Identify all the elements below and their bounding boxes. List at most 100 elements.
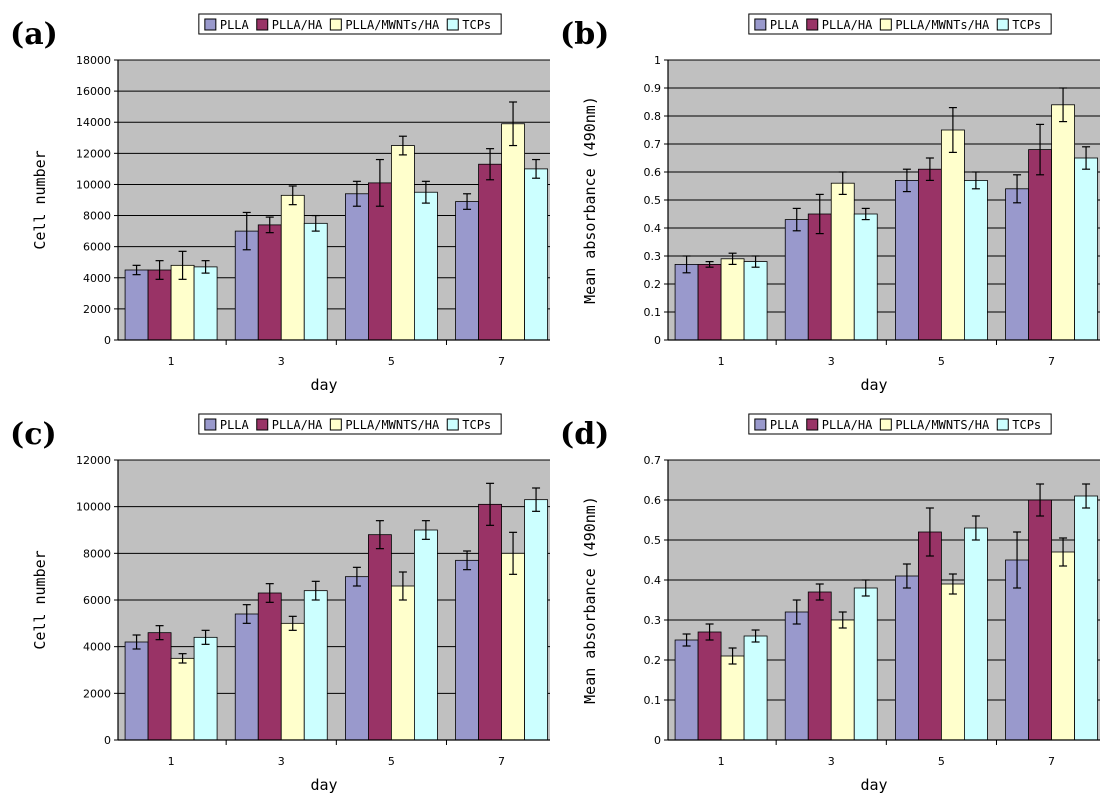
chart-svg: (b) PLLA PLLA/HA PLLA/MWNTs/HA TCPs 0 0.1 0.2 0.…: [560, 13, 1100, 394]
bar-tcps-day-7: [1074, 157, 1098, 341]
bar-plla-day-1: [674, 639, 699, 741]
error-bar-tcps-day-3: [311, 214, 320, 232]
y-tick-label: 0.4: [644, 574, 662, 587]
legend-label: PLLA: [220, 18, 250, 32]
legend-swatch: [256, 418, 269, 431]
bar-plla-ha-day-7: [478, 163, 502, 341]
legend: PLLA PLLA/HA PLLA/MWNTS/HA TCPs: [198, 413, 502, 435]
legend-swatch: [996, 418, 1009, 431]
legend-box: [748, 13, 1052, 35]
bar-tcps-day-5: [963, 179, 988, 341]
bar-plla-day-3: [784, 219, 809, 341]
error-bar-plla-ha-day-3: [815, 193, 824, 235]
error-bar-tcps-day-1: [201, 260, 210, 274]
panel-label: (a): [10, 17, 58, 52]
bar-plla-ha-day-3: [257, 224, 282, 341]
legend-box: [748, 413, 1052, 435]
error-bar-plla-mwnts-ha-day-7: [509, 531, 518, 575]
bar-tcps-day-5: [963, 527, 988, 741]
x-tick-label: 5: [388, 755, 395, 768]
error-bar-plla-mwnts-ha-day-3: [288, 185, 297, 206]
bar-plla-mwnts-ha-day-7: [501, 552, 525, 741]
error-bar-plla-mwnts-ha-day-1: [178, 250, 187, 280]
bar-plla-day-3: [784, 611, 809, 741]
error-bar-plla-mwnts-ha-day-1: [728, 647, 737, 665]
legend-swatch: [806, 418, 819, 431]
x-tick-label: 1: [168, 355, 175, 368]
x-axis-title: day: [310, 376, 337, 394]
error-bar-plla-mwnts-ha-day-1: [728, 252, 737, 265]
legend-label: PLLA/MWNTS/HA: [345, 418, 440, 432]
bar-plla-day-5: [344, 193, 369, 341]
panel-label: (c): [10, 417, 57, 452]
bar-tcps-day-1: [743, 261, 768, 341]
y-tick-label: 0.2: [644, 278, 662, 291]
y-tick-label: 0.1: [644, 306, 662, 319]
bar-plla-ha-day-3: [257, 592, 282, 741]
y-tick-label: 0.6: [644, 166, 662, 179]
legend-label: PLLA: [220, 418, 250, 432]
legend-item-tcps: TCPs: [446, 18, 491, 32]
legend-swatch: [806, 18, 819, 31]
legend-label: TCPs: [1012, 18, 1041, 32]
error-bar-plla-ha-day-1: [705, 623, 714, 641]
x-tick-label: 7: [498, 755, 505, 768]
error-bar-tcps-day-7: [1082, 483, 1091, 509]
error-bar-tcps-day-3: [861, 579, 870, 597]
y-tick-label: 0.5: [644, 534, 662, 547]
y-tick-label: 2000: [83, 687, 111, 700]
x-axis-title: day: [310, 776, 337, 794]
y-tick-label: 0.8: [644, 110, 662, 123]
legend-item-plla-mwnts-ha: PLLA/MWNTs/HA: [329, 18, 440, 32]
y-axis: 0 0.1 0.2 0.3 0.4 0.5 0.6 0.7 0.8 0.9 1: [644, 54, 668, 347]
error-bar-plla-mwnts-ha-day-3: [838, 171, 847, 195]
error-bar-plla-ha-day-7: [1036, 483, 1045, 517]
bar-plla-ha-day-1: [147, 632, 172, 741]
error-bar-plla-ha-day-5: [925, 507, 934, 557]
bar-plla-ha-day-5: [917, 168, 942, 341]
bar-plla-mwnts-ha-day-3: [280, 194, 305, 341]
bars: [124, 499, 548, 741]
error-bars: [132, 101, 541, 280]
legend-item-tcps: TCPs: [996, 418, 1041, 432]
bar-plla-mwnts-ha-day-5: [940, 583, 965, 741]
y-tick-label: 6000: [83, 241, 111, 254]
legend-item-plla-ha: PLLA/HA: [806, 418, 873, 432]
legend-label: TCPs: [462, 418, 491, 432]
y-tick-label: 0: [104, 334, 111, 347]
bar-plla-mwnts-ha-day-5: [390, 585, 415, 741]
chart-panel-c: (c) PLLA PLLA/HA PLLA/MWNTS/HA TCPs 0 2000 4000…: [0, 400, 550, 800]
bar-plla-day-5: [894, 179, 919, 341]
x-tick-label: 3: [828, 755, 835, 768]
chart-panel-d: (d) PLLA PLLA/HA PLLA/MWNTS/HA TCPs 0 0.1 0.2 0.…: [550, 400, 1100, 800]
legend-label: PLLA/MWNTs/HA: [895, 18, 990, 32]
error-bar-tcps-day-5: [971, 515, 980, 541]
error-bar-plla-mwnts-ha-day-5: [948, 106, 957, 153]
legend-swatch: [754, 18, 767, 31]
y-axis: 0 0.1 0.2 0.3 0.4 0.5 0.6 0.7: [644, 454, 668, 747]
y-tick-label: 2000: [83, 303, 111, 316]
bar-plla-mwnts-ha-day-1: [170, 657, 195, 741]
legend-swatch: [329, 18, 342, 31]
bar-plla-day-7: [455, 559, 479, 741]
y-tick-label: 16000: [76, 85, 111, 98]
y-axis-title: Cell number: [31, 550, 49, 649]
error-bar-tcps-day-5: [971, 171, 980, 190]
bar-plla-mwnts-ha-day-7: [1051, 551, 1075, 741]
y-tick-label: 0.7: [644, 138, 662, 151]
error-bar-plla-mwnts-ha-day-7: [1059, 87, 1068, 123]
y-tick-label: 1: [654, 54, 661, 67]
error-bar-plla-ha-day-7: [486, 482, 495, 526]
bar-tcps-day-3: [853, 213, 878, 341]
y-tick-label: 6000: [83, 594, 111, 607]
error-bar-plla-ha-day-1: [705, 261, 714, 268]
y-tick-label: 10000: [76, 501, 111, 514]
error-bar-plla-day-1: [132, 634, 141, 650]
x-axis: 1 3 5 7: [718, 740, 1055, 768]
legend-box: [198, 413, 502, 435]
bar-tcps-day-1: [193, 266, 218, 341]
panel-label: (d): [560, 417, 609, 452]
error-bar-plla-ha-day-7: [1036, 123, 1045, 176]
error-bars: [682, 483, 1091, 665]
error-bars: [682, 87, 1091, 274]
